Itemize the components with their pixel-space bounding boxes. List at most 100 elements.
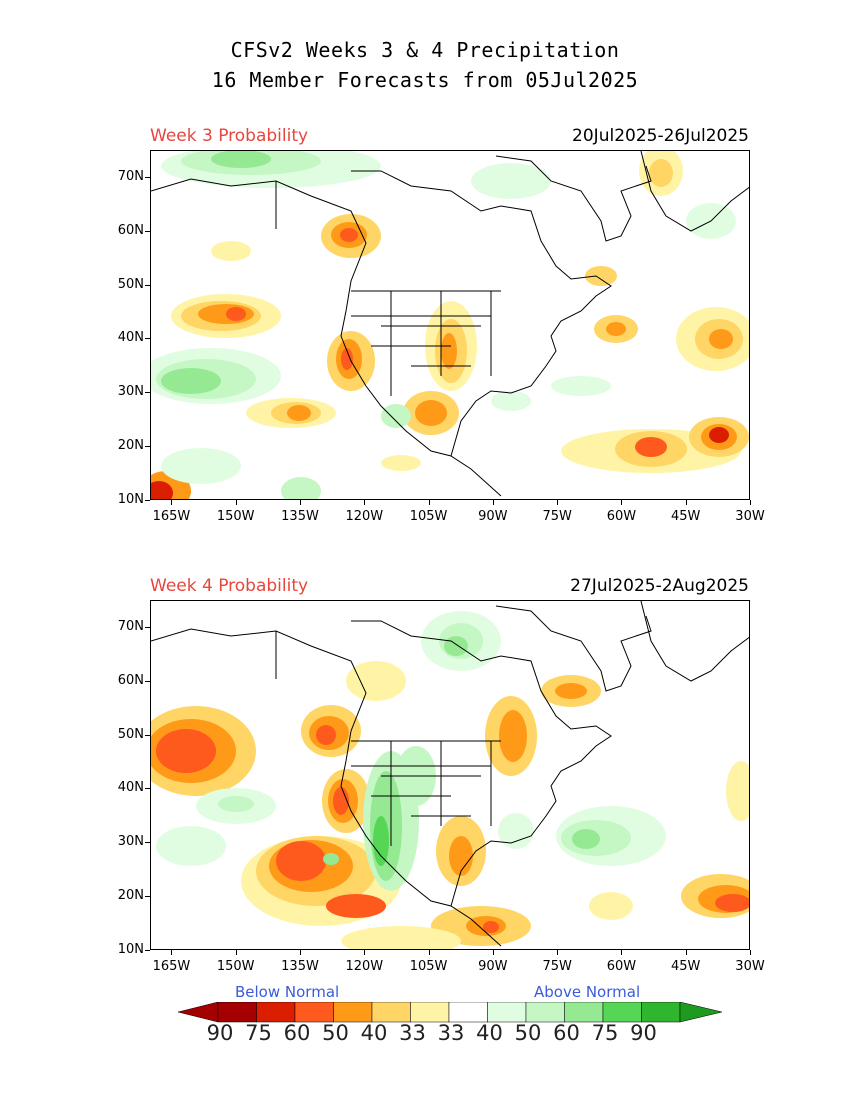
week3-lon-label: 120W [345, 509, 384, 524]
week4-label: Week 4 Probability [150, 576, 309, 596]
colorbar-swatch [371, 1002, 411, 1023]
week4-lon-tick [235, 950, 237, 955]
colorbar-number: 75 [245, 1021, 272, 1045]
week4-dates: 27Jul2025-2Aug2025 [570, 576, 749, 596]
title-line-1: CFSv2 Weeks 3 & 4 Precipitation [230, 38, 620, 62]
week4-lat-tick [145, 788, 150, 790]
week3-map-svg [151, 151, 749, 499]
week4-lat-label: 10N [117, 942, 144, 957]
week4-lat-label: 50N [117, 726, 144, 742]
week3-map [150, 150, 750, 500]
week3-lon-tick [300, 500, 301, 505]
week4-above-normal-areas [156, 611, 666, 891]
week3-lon-tick [492, 500, 494, 505]
week3-lat-tick [145, 500, 150, 501]
below-normal-label: Below Normal [235, 983, 340, 1001]
week3-lon-label: 60W [606, 509, 637, 524]
week3-lon-tick [171, 500, 173, 505]
colorbar-number: 33 [437, 1021, 465, 1045]
week4-lon-tick [428, 950, 430, 955]
colorbar-swatch [487, 1002, 527, 1023]
week3-lat-tick [145, 176, 150, 178]
week3-lat-label: 30N [117, 384, 144, 400]
colorbar-swatch [333, 1002, 373, 1023]
colorbar-number: 60 [553, 1021, 580, 1045]
week3-lon-tick [428, 500, 430, 505]
colorbar-swatch [641, 1002, 681, 1023]
week4-lon-tick [492, 950, 494, 955]
week4-lat-label: 70N [117, 618, 144, 634]
colorbar-number: 50 [514, 1021, 542, 1045]
week4-lon-tick [750, 950, 751, 955]
colorbar-swatch [217, 1002, 257, 1023]
week3-lon-tick [235, 500, 237, 505]
colorbar-number: 33 [399, 1021, 426, 1045]
colorbar-number: 60 [283, 1021, 311, 1045]
week4-map-svg [151, 601, 749, 949]
colorbar-number: 75 [591, 1021, 619, 1045]
week4-lon-label: 165W [152, 959, 191, 974]
week4-lat-tick [145, 896, 150, 898]
week3-lat-tick [145, 230, 150, 232]
week4-lon-label: 150W [216, 959, 255, 974]
week3-lon-label: 90W [478, 509, 508, 524]
colorbar-swatch [564, 1002, 604, 1023]
colorbar-swatch [448, 1002, 488, 1023]
week4-lat-tick [145, 734, 150, 736]
week3-lon-tick [750, 500, 751, 505]
week4-map [150, 600, 750, 950]
week3-coastlines [151, 151, 749, 497]
week3-lat-label: 50N [117, 276, 144, 292]
week4-lon-label: 105W [409, 959, 448, 974]
colorbar-swatch [294, 1002, 334, 1023]
colorbar-swatch [525, 1002, 565, 1023]
week3-lat-label: 20N [117, 438, 144, 454]
colorbar [177, 1002, 723, 1023]
week3-dates: 20Jul2025-26Jul2025 [572, 126, 749, 146]
week3-lat-tick [145, 446, 150, 448]
colorbar-swatch [602, 1002, 642, 1023]
week3-lon-label: 75W [542, 509, 572, 524]
colorbar-left-arrow [177, 1002, 219, 1023]
week4-lon-tick [364, 950, 366, 955]
title-line-2: 16 Member Forecasts from 05Jul2025 [211, 68, 639, 92]
week4-lon-tick [685, 950, 687, 955]
colorbar-number: 50 [322, 1021, 349, 1045]
week4-below-normal-areas [151, 661, 749, 949]
week4-lon-label: 90W [478, 959, 508, 974]
week3-lat-tick [145, 392, 150, 394]
week3-lon-tick [621, 500, 623, 505]
week3-lon-label: 150W [216, 509, 255, 524]
week4-lon-tick [557, 950, 559, 955]
week4-lat-label: 40N [117, 780, 144, 796]
week3-lon-label: 30W [735, 509, 765, 524]
colorbar-swatch [410, 1002, 450, 1023]
week3-lon-tick [557, 500, 559, 505]
week3-lat-tick [145, 338, 150, 340]
colorbar-swatch [256, 1002, 296, 1023]
week4-lat-tick [145, 680, 150, 682]
week4-lon-label: 30W [735, 959, 765, 974]
week4-lat-tick [145, 626, 150, 628]
above-normal-label: Above Normal [534, 983, 641, 1001]
colorbar-number: 90 [630, 1021, 657, 1045]
week3-lon-label: 165W [152, 509, 191, 524]
colorbar-right-arrow [679, 1002, 723, 1023]
week4-lon-label: 60W [606, 959, 637, 974]
week4-lon-label: 120W [345, 959, 384, 974]
colorbar-number: 40 [476, 1021, 503, 1045]
week4-lon-label: 45W [671, 959, 701, 974]
week3-label: Week 3 Probability [150, 126, 309, 146]
week3-lat-label: 60N [117, 222, 144, 238]
week3-lon-tick [364, 500, 366, 505]
week4-lat-tick [145, 842, 150, 844]
week4-lon-tick [621, 950, 623, 955]
colorbar-number: 40 [360, 1021, 388, 1045]
week3-lon-label: 135W [281, 509, 319, 524]
week3-lon-label: 105W [409, 509, 448, 524]
week4-lon-label: 75W [542, 959, 572, 974]
week4-lon-tick [171, 950, 173, 955]
week3-lat-label: 70N [117, 168, 144, 184]
week3-lat-tick [145, 284, 150, 286]
week4-lon-label: 135W [281, 959, 319, 974]
